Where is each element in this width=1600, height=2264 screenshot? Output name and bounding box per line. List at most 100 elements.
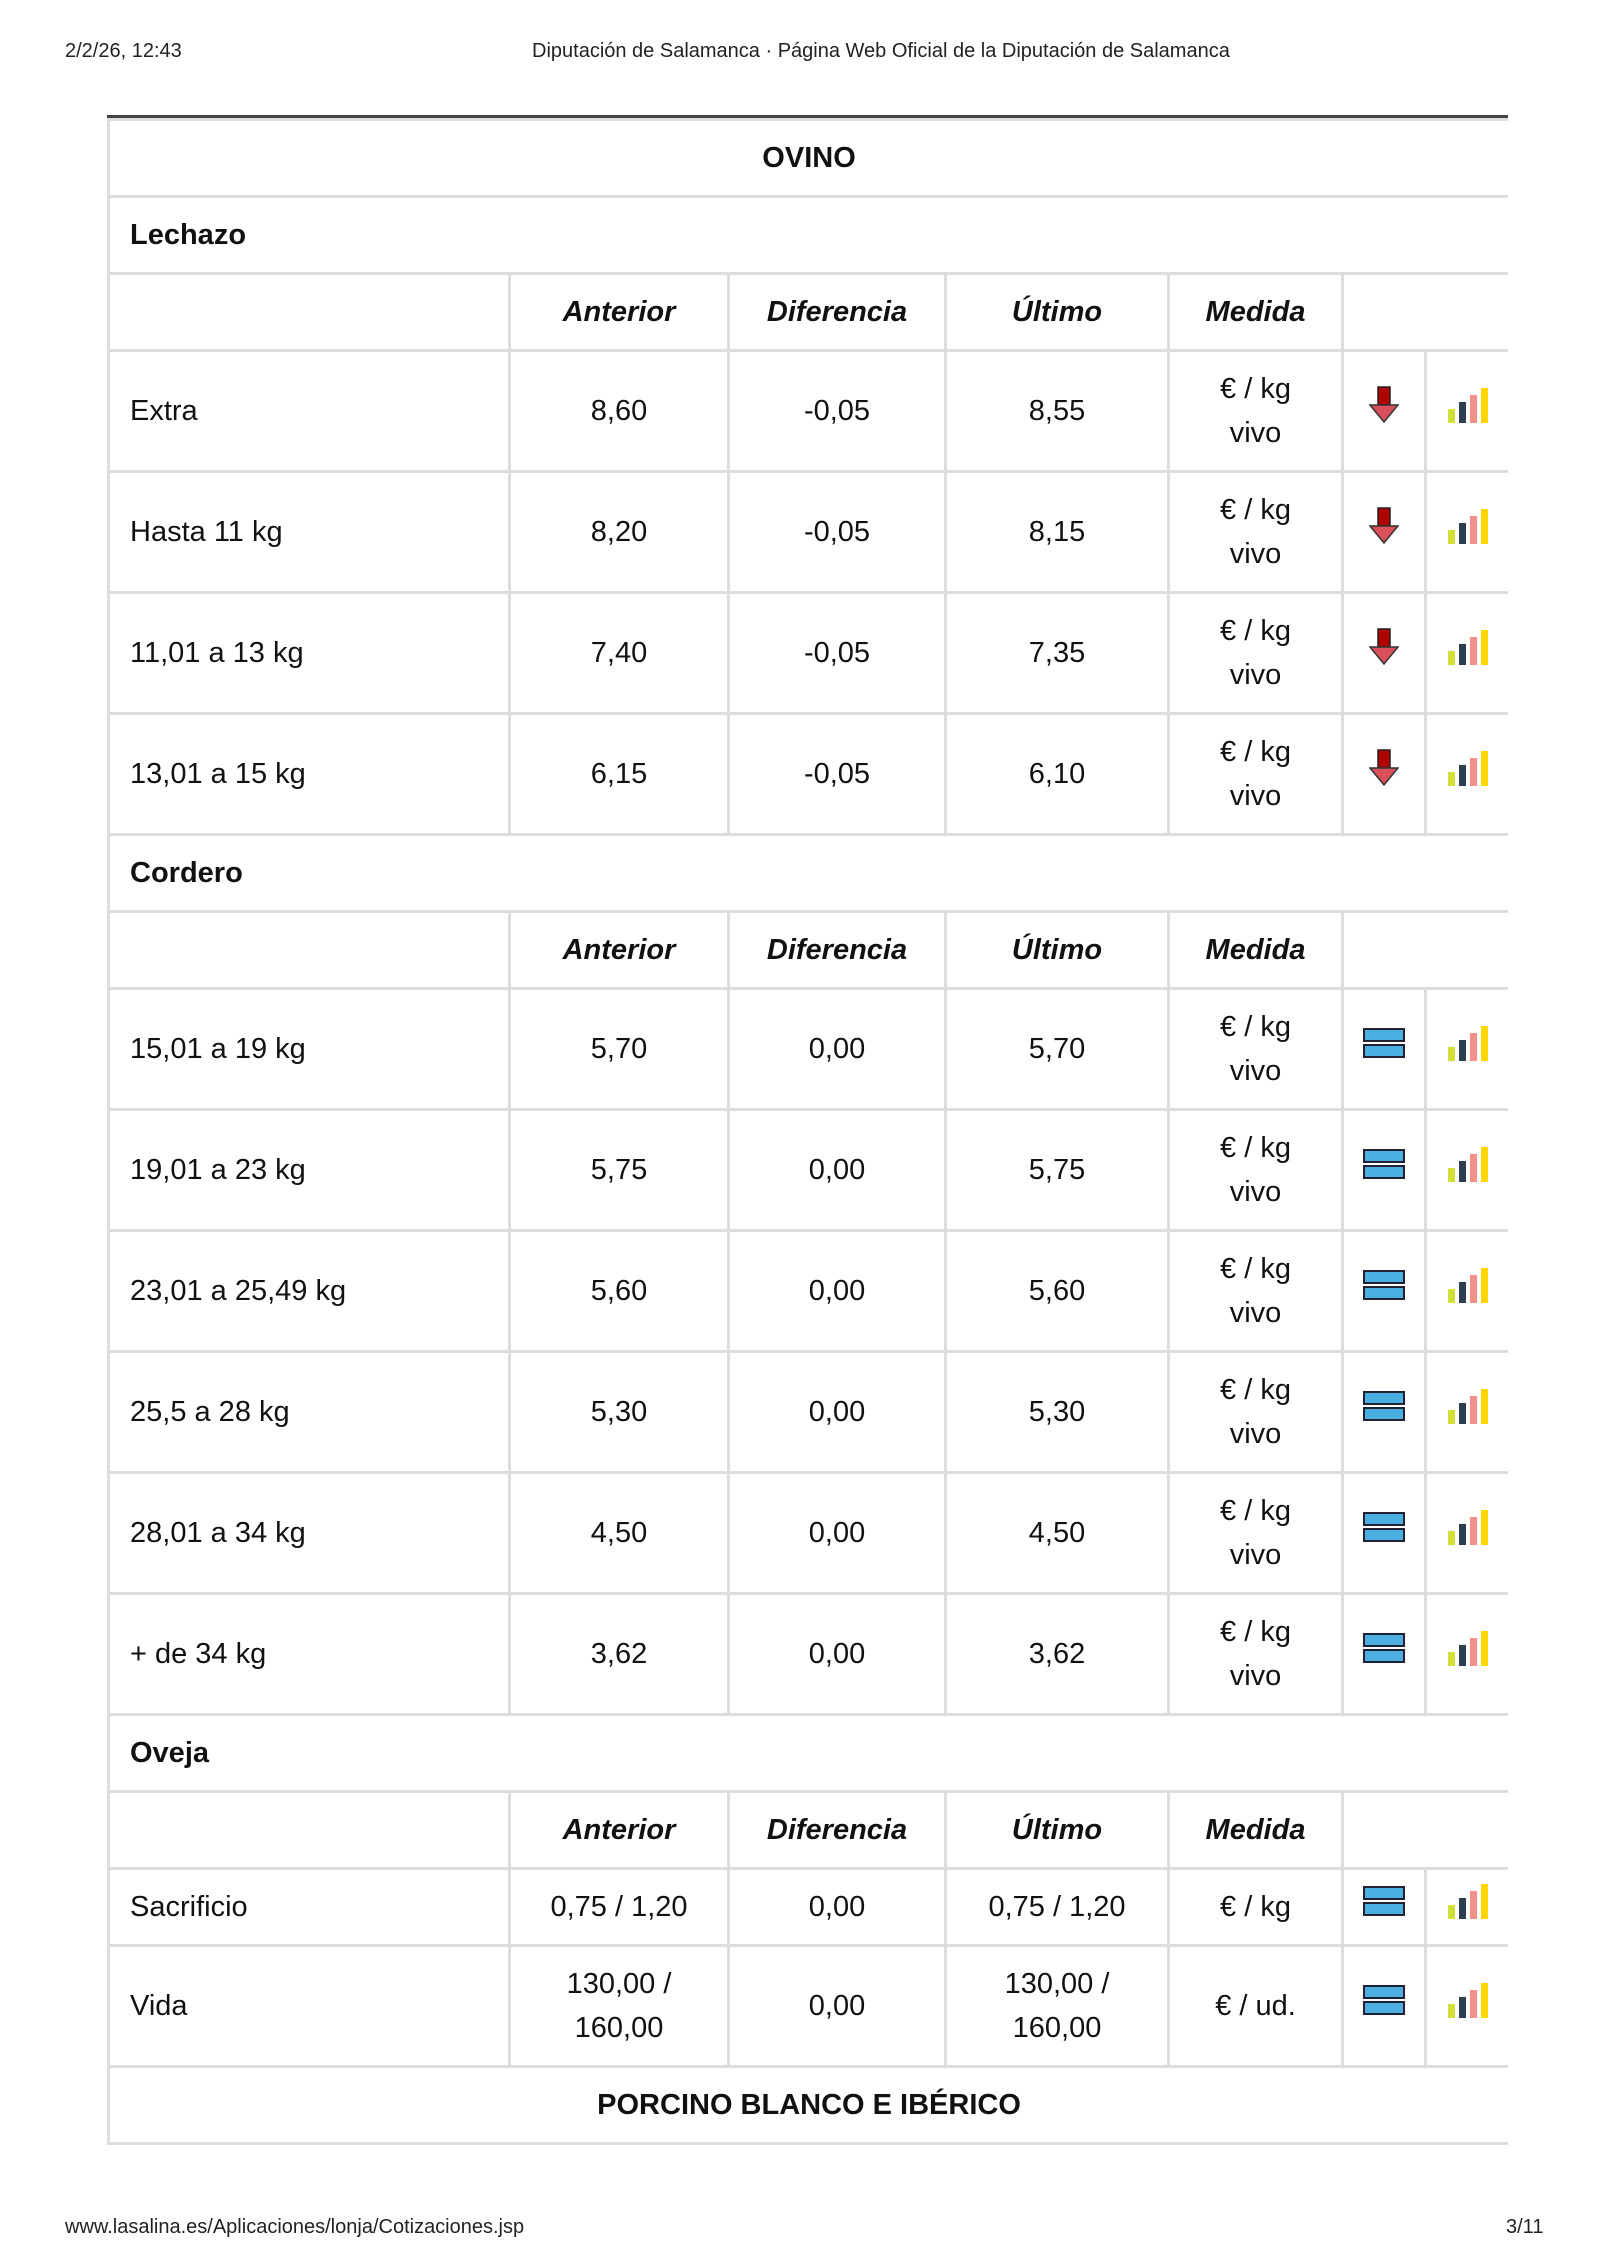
product-name: 13,01 a 15 kg — [107, 712, 511, 836]
print-url: www.lasalina.es/Aplicaciones/lonja/Cotiz… — [65, 2216, 525, 2238]
chart-cell — [1423, 1592, 1508, 1716]
bar-chart-icon[interactable] — [1446, 1980, 1490, 2033]
equal-icon — [1363, 1269, 1405, 1314]
table-row: 15,01 a 19 kg 5,70 0,00 5,70 € / kg vivo — [107, 987, 1508, 1111]
product-name: 23,01 a 25,49 kg — [107, 1229, 511, 1353]
column-header: Medida — [1167, 272, 1344, 352]
medida-line: € / kg — [1220, 1891, 1291, 1923]
diferencia-value: 0,00 — [727, 1229, 947, 1353]
chart-cell — [1423, 1229, 1508, 1353]
medida-line: € / kg — [1220, 1616, 1291, 1648]
anterior-value: 5,70 — [508, 987, 730, 1111]
column-header: Último — [944, 1790, 1170, 1870]
bar-chart-icon[interactable] — [1446, 1265, 1490, 1318]
section-row: Cordero — [107, 833, 1508, 913]
medida-line: vivo — [1229, 1539, 1282, 1571]
medida-value: € / kg vivo — [1167, 1471, 1344, 1595]
product-name: Sacrificio — [107, 1867, 511, 1947]
bar-chart-icon[interactable] — [1446, 1881, 1490, 1934]
medida-line: € / kg — [1220, 1253, 1291, 1285]
section-title: Oveja — [107, 1713, 1508, 1793]
chart-cell — [1423, 987, 1508, 1111]
product-name: Hasta 11 kg — [107, 470, 511, 594]
medida-value: € / kg vivo — [1167, 1350, 1344, 1474]
medida-line: € / ud. — [1215, 1990, 1296, 2022]
table-row: 25,5 a 28 kg 5,30 0,00 5,30 € / kg vivo — [107, 1350, 1508, 1474]
chart-cell — [1423, 1350, 1508, 1474]
medida-line: vivo — [1229, 417, 1282, 449]
column-header-row: Anterior Diferencia Último Medida — [107, 1790, 1508, 1870]
table-row: Vida 130,00 / 160,00 0,00 130,00 / 160,00 € … — [107, 1944, 1508, 2068]
diferencia-value: 0,00 — [727, 1108, 947, 1232]
diferencia-value: 0,00 — [727, 1471, 947, 1595]
diferencia-value: 0,00 — [727, 1867, 947, 1947]
medida-value: € / kg vivo — [1167, 712, 1344, 836]
chart-cell — [1423, 349, 1508, 473]
table-row: Hasta 11 kg 8,20 -0,05 8,15 € / kg vivo — [107, 470, 1508, 594]
bar-chart-icon[interactable] — [1446, 627, 1490, 680]
anterior-value: 130,00 / 160,00 — [508, 1944, 730, 2068]
bar-chart-icon[interactable] — [1446, 1144, 1490, 1197]
column-header: Medida — [1167, 1790, 1344, 1870]
equal-icon — [1363, 1390, 1405, 1435]
anterior-value: 0,75 / 1,20 — [508, 1867, 730, 1947]
product-name: 11,01 a 13 kg — [107, 591, 511, 715]
trend-cell — [1341, 470, 1427, 594]
group-header-row: PORCINO BLANCO E IBÉRICO — [107, 2065, 1508, 2145]
diferencia-value: 0,00 — [727, 987, 947, 1111]
medida-line: € / kg — [1220, 494, 1291, 526]
diferencia-value: 0,00 — [727, 1592, 947, 1716]
anterior-value: 5,60 — [508, 1229, 730, 1353]
table-row: 19,01 a 23 kg 5,75 0,00 5,75 € / kg vivo — [107, 1108, 1508, 1232]
medida-line: vivo — [1229, 538, 1282, 570]
equal-icon — [1363, 1027, 1405, 1072]
bar-chart-icon[interactable] — [1446, 506, 1490, 559]
anterior-value: 8,20 — [508, 470, 730, 594]
ultimo-value: 8,15 — [944, 470, 1170, 594]
bar-chart-icon[interactable] — [1446, 748, 1490, 801]
column-header: Anterior — [508, 1790, 730, 1870]
trend-cell — [1341, 1944, 1427, 2068]
ultimo-value: 6,10 — [944, 712, 1170, 836]
trend-cell — [1341, 1867, 1427, 1947]
medida-value: € / kg vivo — [1167, 470, 1344, 594]
anterior-value: 3,62 — [508, 1592, 730, 1716]
product-name: Vida — [107, 1944, 511, 2068]
medida-line: vivo — [1229, 659, 1282, 691]
diferencia-value: -0,05 — [727, 591, 947, 715]
group-title: PORCINO BLANCO E IBÉRICO — [107, 2065, 1508, 2145]
column-header-row: Anterior Diferencia Último Medida — [107, 272, 1508, 352]
bar-chart-icon[interactable] — [1446, 1386, 1490, 1439]
medida-line: € / kg — [1220, 615, 1291, 647]
medida-value: € / kg vivo — [1167, 349, 1344, 473]
column-header: Diferencia — [727, 1790, 947, 1870]
ultimo-value: 7,35 — [944, 591, 1170, 715]
table-row: Extra 8,60 -0,05 8,55 € / kg vivo — [107, 349, 1508, 473]
product-name: + de 34 kg — [107, 1592, 511, 1716]
medida-line: vivo — [1229, 1660, 1282, 1692]
chart-cell — [1423, 591, 1508, 715]
medida-value: € / kg — [1167, 1867, 1344, 1947]
column-header — [107, 910, 511, 990]
bar-chart-icon[interactable] — [1446, 1023, 1490, 1076]
column-header — [107, 272, 511, 352]
chart-cell — [1423, 1471, 1508, 1595]
chart-cell — [1423, 470, 1508, 594]
prices-table-container: OVINO Lechazo Anterior Diferencia Último Medi… — [107, 115, 1508, 2153]
bar-chart-icon[interactable] — [1446, 1507, 1490, 1560]
equal-icon — [1363, 1984, 1405, 2029]
medida-value: € / kg vivo — [1167, 1592, 1344, 1716]
bar-chart-icon[interactable] — [1446, 1628, 1490, 1681]
ultimo-value: 8,55 — [944, 349, 1170, 473]
arrow-down-icon — [1368, 385, 1400, 437]
bar-chart-icon[interactable] — [1446, 385, 1490, 438]
column-header-empty — [1340, 1790, 1508, 1870]
medida-value: € / kg vivo — [1167, 1229, 1344, 1353]
medida-line: € / kg — [1220, 1374, 1291, 1406]
group-header-row: OVINO — [107, 118, 1508, 198]
medida-line: vivo — [1229, 1418, 1282, 1450]
anterior-value: 4,50 — [508, 1471, 730, 1595]
column-header: Medida — [1167, 910, 1344, 990]
medida-value: € / ud. — [1167, 1944, 1344, 2068]
medida-line: € / kg — [1220, 373, 1291, 405]
